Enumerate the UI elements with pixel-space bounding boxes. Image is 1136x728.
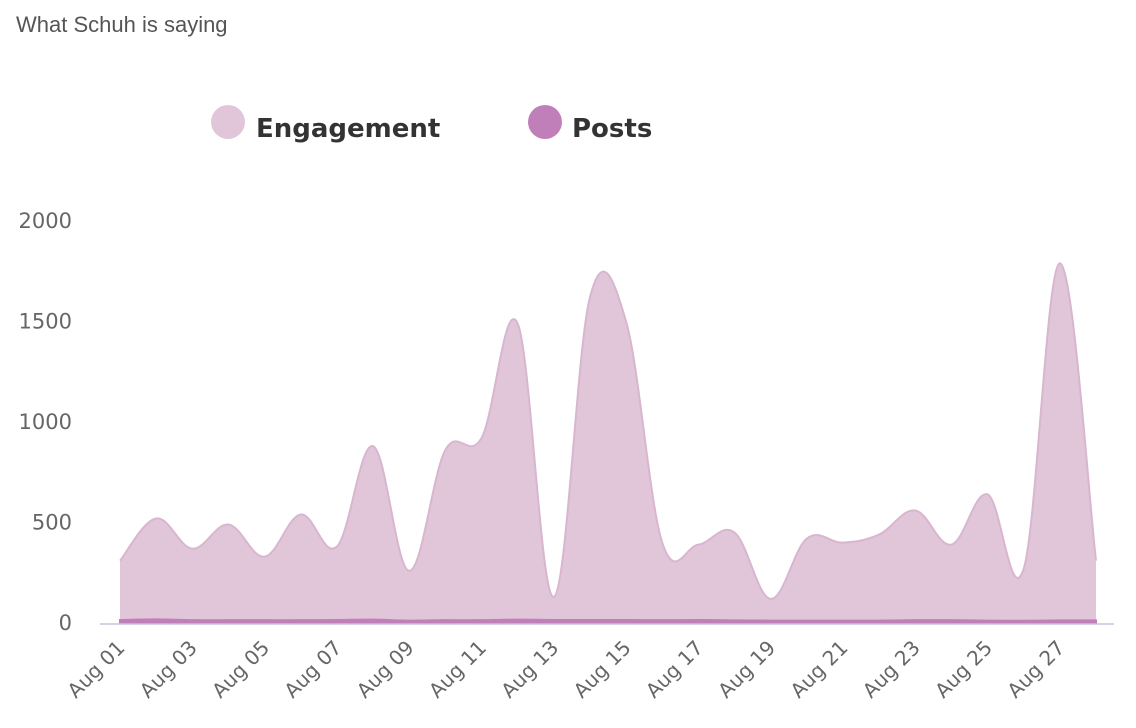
y-tick-label: 2000 — [19, 209, 72, 233]
y-tick-label: 1500 — [19, 310, 72, 334]
x-tick-label: Aug 21 — [785, 636, 852, 703]
x-tick-label: Aug 13 — [496, 636, 563, 703]
legend-engagement-label: Engagement — [256, 114, 440, 144]
y-tick-label: 0 — [59, 611, 72, 635]
posts-area — [119, 618, 1097, 624]
x-tick-label: Aug 27 — [1002, 636, 1069, 703]
engagement-line — [119, 262, 1097, 600]
legend-engagement-swatch — [211, 105, 245, 139]
x-tick-label: Aug 09 — [352, 636, 419, 703]
legend-posts-swatch — [528, 105, 562, 139]
x-tick-label: Aug 11 — [424, 636, 491, 703]
y-tick-label: 500 — [32, 511, 72, 535]
x-tick-label: Aug 17 — [641, 636, 708, 703]
x-tick-label: Aug 01 — [62, 636, 129, 703]
x-tick-label: Aug 19 — [713, 636, 780, 703]
chart-title: What Schuh is saying — [16, 12, 228, 37]
x-tick-label: Aug 15 — [569, 636, 636, 703]
x-tick-label: Aug 23 — [858, 636, 925, 703]
x-tick-label: Aug 07 — [279, 636, 346, 703]
x-tick-label: Aug 03 — [135, 636, 202, 703]
engagement-area — [120, 263, 1096, 623]
legend-posts-label: Posts — [572, 114, 652, 144]
y-tick-label: 1000 — [19, 410, 72, 434]
x-tick-label: Aug 25 — [930, 636, 997, 703]
x-tick-label: Aug 05 — [207, 636, 274, 703]
